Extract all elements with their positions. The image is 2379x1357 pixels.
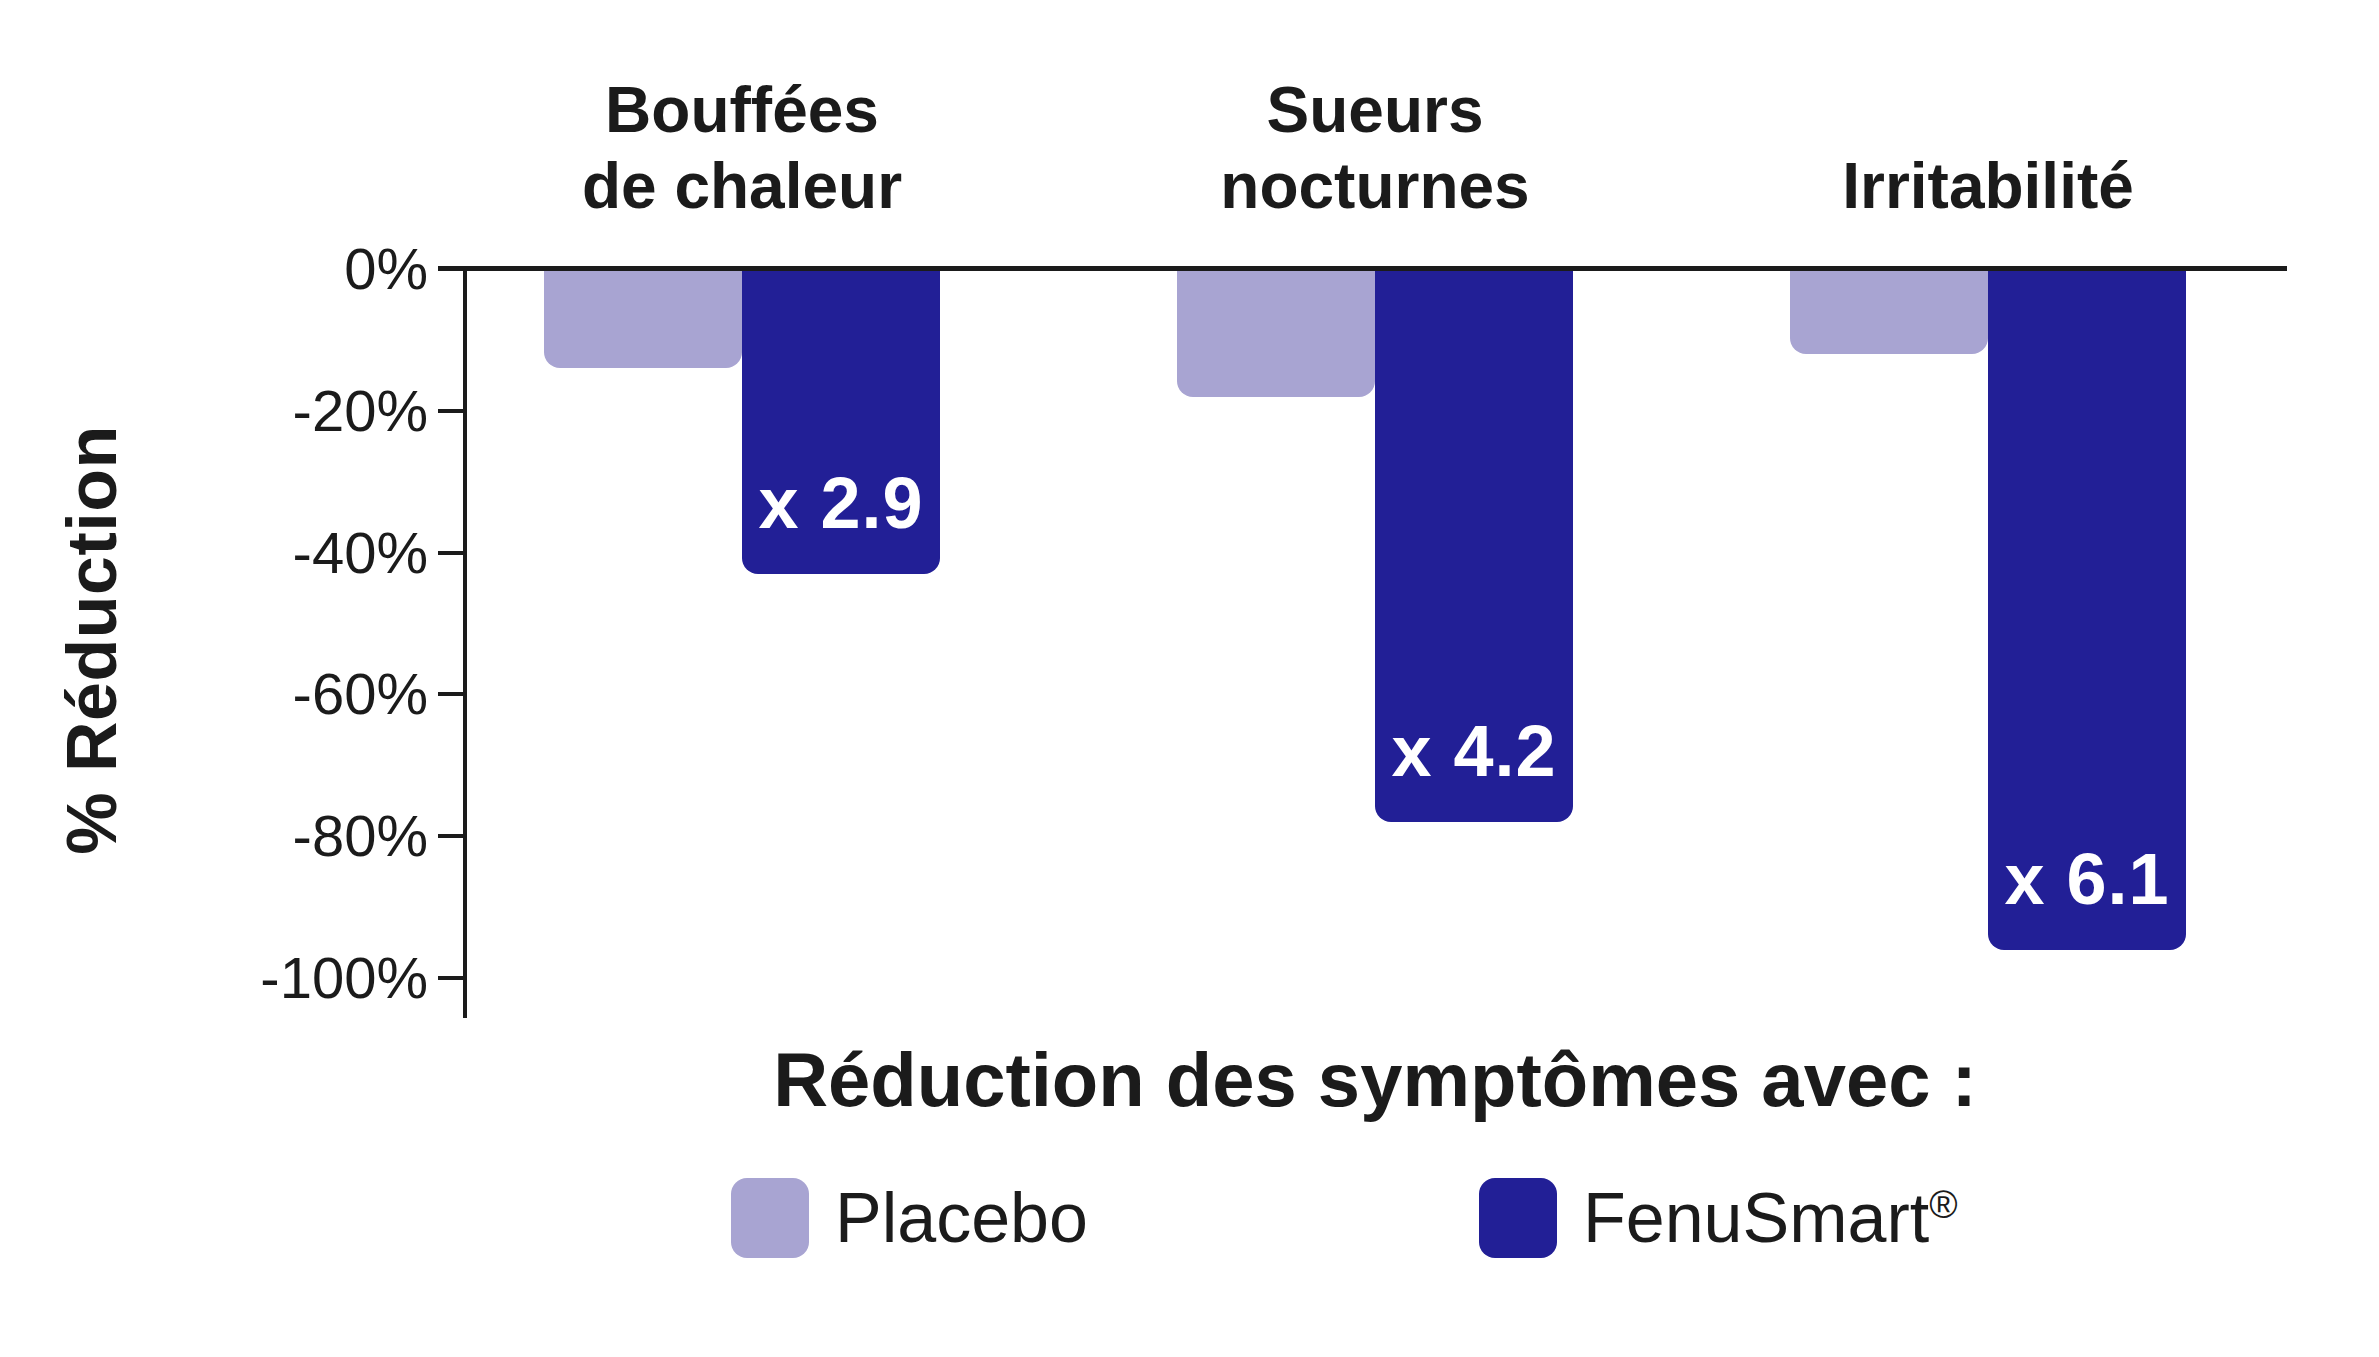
category-label-line: Bouffées	[422, 72, 1062, 148]
bar-fenusmart-irritabilite: x 6.1	[1988, 269, 2186, 950]
y-axis-line	[463, 266, 467, 1018]
x-axis-zero-line	[438, 266, 2287, 271]
y-tick-label: -20%	[60, 378, 428, 444]
legend-swatch-placebo	[731, 1178, 809, 1258]
bar-fenusmart-bouffees-de-chaleur: x 2.9	[742, 269, 940, 574]
y-tick-mark	[438, 409, 465, 413]
y-tick-mark	[438, 692, 465, 696]
y-tick-mark	[438, 976, 465, 980]
multiplier-label: x 6.1	[2004, 838, 2169, 920]
multiplier-label: x 2.9	[758, 462, 923, 544]
y-tick-label: -80%	[60, 803, 428, 869]
y-tick-label: 0%	[60, 236, 428, 302]
bar-placebo-bouffees-de-chaleur	[544, 269, 742, 368]
category-label-bouffees-de-chaleur: Boufféesde chaleur	[422, 72, 1062, 224]
y-tick-label: -40%	[60, 520, 428, 586]
category-label-sueurs-nocturnes: Sueursnocturnes	[1055, 72, 1695, 224]
bar-placebo-irritabilite	[1790, 269, 1988, 354]
bar-placebo-sueurs-nocturnes	[1177, 269, 1375, 397]
menopause-symptom-reduction-chart: % Réduction 0% -20% -40% -60% -80% -100% x 2.…	[0, 0, 2379, 1357]
category-label-line: Sueurs	[1055, 72, 1695, 148]
y-axis-title: % Réduction	[52, 425, 132, 854]
category-label-line: Irritabilité	[1668, 148, 2308, 224]
bar-fenusmart-sueurs-nocturnes: x 4.2	[1375, 269, 1573, 822]
legend-swatch-fenusmart	[1479, 1178, 1557, 1258]
y-tick-label: -100%	[60, 945, 428, 1011]
legend-label: FenuSmart®	[1583, 1178, 1958, 1258]
legend-label: Placebo	[835, 1178, 1088, 1258]
category-label-irritabilite: Irritabilité	[1668, 148, 2308, 224]
y-tick-mark	[438, 551, 465, 555]
category-label-line: de chaleur	[422, 148, 1062, 224]
legend-label-text: FenuSmart	[1583, 1179, 1929, 1257]
y-tick-mark	[438, 834, 465, 838]
legend-title: Réduction des symptômes avec :	[463, 1036, 2287, 1123]
category-label-line: nocturnes	[1055, 148, 1695, 224]
registered-trademark-symbol: ®	[1929, 1183, 1957, 1226]
y-tick-label: -60%	[60, 661, 428, 727]
multiplier-label: x 4.2	[1391, 710, 1556, 792]
